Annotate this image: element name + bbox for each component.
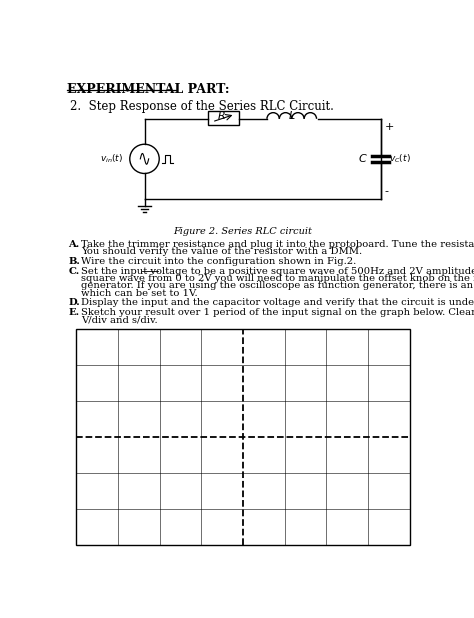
Text: Wire the circuit into the configuration shown in Fig.2.: Wire the circuit into the configuration …	[81, 257, 356, 266]
Text: D.: D.	[69, 298, 80, 307]
Text: E.: E.	[69, 308, 80, 317]
Text: Display the input and the capacitor voltage and verify that the circuit is under: Display the input and the capacitor volt…	[81, 298, 474, 307]
Text: L: L	[289, 111, 295, 121]
Text: C.: C.	[69, 266, 80, 276]
Text: V/div and s/div.: V/div and s/div.	[81, 315, 157, 324]
Text: Sketch your result over 1 period of the input signal on the graph below. Clearly: Sketch your result over 1 period of the …	[81, 308, 474, 317]
Text: EXPERIMENTAL PART:: EXPERIMENTAL PART:	[67, 83, 229, 96]
Text: Figure 2. Series RLC circuit: Figure 2. Series RLC circuit	[173, 227, 312, 235]
Text: You should verify the value of the resistor with a DMM.: You should verify the value of the resis…	[81, 247, 362, 256]
Text: $v_{in}(t)$: $v_{in}(t)$	[100, 153, 124, 165]
Bar	[208, 111, 239, 125]
Text: $v_C(t)$: $v_C(t)$	[389, 153, 410, 165]
Text: generator. If you are using the oscilloscope as function generator, there is an : generator. If you are using the oscillos…	[81, 281, 474, 290]
Text: -: -	[385, 186, 389, 196]
Text: which can be set to 1V.: which can be set to 1V.	[81, 289, 198, 298]
Text: square wave from 0 to 2V you will need to manipulate the offset knob on the func: square wave from 0 to 2V you will need t…	[81, 274, 474, 283]
Text: Set the input voltage to be a positive square wave of 500Hz and 2V amplitude. To: Set the input voltage to be a positive s…	[81, 266, 474, 276]
Text: Take the trimmer resistance and plug it into the protoboard. Tune the resistance: Take the trimmer resistance and plug it …	[81, 240, 474, 248]
Text: A.: A.	[69, 240, 80, 248]
Text: R: R	[218, 111, 226, 121]
Text: B.: B.	[69, 257, 81, 266]
Text: +: +	[385, 122, 394, 132]
Text: 2.  Step Response of the Series RLC Circuit.: 2. Step Response of the Series RLC Circu…	[70, 99, 334, 112]
Bar	[76, 329, 410, 546]
Text: C: C	[358, 154, 366, 164]
